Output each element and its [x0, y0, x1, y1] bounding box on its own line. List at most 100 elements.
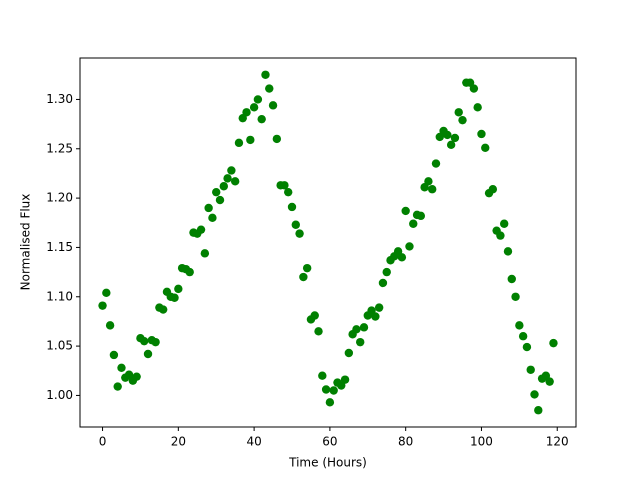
point — [344, 348, 354, 358]
point — [280, 181, 289, 190]
point — [132, 372, 141, 381]
point — [473, 103, 482, 112]
point — [526, 365, 535, 374]
point — [230, 177, 240, 186]
point — [352, 325, 361, 334]
point — [511, 292, 520, 301]
point — [522, 342, 532, 352]
point — [321, 385, 331, 394]
axes-frame — [79, 57, 577, 428]
y-tick-label: 1.00 — [46, 388, 73, 402]
point — [446, 140, 456, 150]
point — [261, 70, 270, 79]
x-tick-label: 80 — [398, 435, 413, 449]
y-tick-label: 1.20 — [46, 191, 73, 205]
point — [302, 263, 312, 273]
point — [507, 274, 516, 284]
point — [204, 203, 213, 213]
y-tick-label: 1.25 — [46, 141, 73, 155]
point — [443, 130, 452, 140]
point — [401, 206, 410, 216]
point — [397, 253, 407, 262]
point — [170, 293, 179, 302]
point — [265, 84, 274, 93]
point — [496, 231, 505, 240]
point — [219, 182, 228, 191]
point — [503, 247, 513, 256]
point — [223, 174, 232, 183]
point — [200, 249, 210, 258]
point — [374, 303, 384, 312]
point — [382, 267, 391, 277]
point — [481, 143, 490, 152]
point — [530, 390, 539, 399]
point — [450, 133, 460, 143]
point — [140, 336, 149, 346]
point — [242, 108, 251, 117]
point — [234, 138, 244, 148]
point — [268, 101, 278, 110]
point — [257, 114, 266, 124]
point — [416, 211, 426, 221]
y-tick-label: 1.05 — [46, 339, 73, 353]
x-tick-label: 120 — [546, 435, 569, 449]
point — [515, 321, 524, 330]
point — [299, 272, 308, 282]
point — [409, 219, 418, 228]
point — [534, 406, 543, 415]
point — [117, 363, 126, 373]
point — [371, 312, 380, 321]
x-tick-label: 60 — [322, 435, 337, 449]
x-tick-label: 20 — [171, 435, 186, 449]
point — [272, 134, 282, 144]
point — [359, 323, 369, 332]
point — [488, 185, 498, 194]
point — [310, 311, 319, 320]
point — [291, 220, 300, 229]
x-tick-label: 100 — [470, 435, 493, 449]
y-tick-label: 1.15 — [46, 240, 73, 254]
y-tick-label: 1.10 — [46, 289, 73, 303]
point — [549, 338, 558, 348]
point — [329, 386, 338, 395]
point — [227, 166, 236, 175]
point — [405, 242, 414, 251]
point — [212, 187, 221, 197]
point — [287, 202, 297, 212]
point — [325, 398, 335, 407]
point — [314, 327, 323, 336]
point — [318, 371, 327, 380]
point — [518, 332, 528, 341]
point — [253, 95, 263, 104]
point — [458, 115, 467, 125]
point — [545, 377, 554, 386]
point — [284, 187, 293, 197]
point — [499, 219, 509, 228]
y-axis-label: Normalised Flux — [19, 194, 33, 291]
point — [109, 350, 119, 360]
x-axis-label: Time (Hours) — [288, 456, 367, 470]
point — [98, 301, 107, 310]
point — [102, 288, 111, 298]
point — [113, 382, 122, 391]
point — [424, 177, 433, 186]
point — [378, 278, 388, 288]
point — [151, 337, 160, 347]
point — [174, 284, 183, 294]
point — [295, 229, 304, 238]
point — [428, 185, 437, 194]
point — [469, 84, 479, 93]
point — [356, 337, 365, 347]
point — [340, 375, 350, 384]
point — [158, 305, 168, 314]
y-tick-label: 1.30 — [46, 92, 73, 106]
point — [143, 349, 153, 359]
point — [454, 108, 463, 117]
x-tick-label: 0 — [99, 435, 107, 449]
point — [246, 135, 255, 145]
point — [477, 129, 486, 139]
point — [431, 159, 441, 168]
x-tick-label: 40 — [246, 435, 261, 449]
point — [208, 213, 217, 223]
